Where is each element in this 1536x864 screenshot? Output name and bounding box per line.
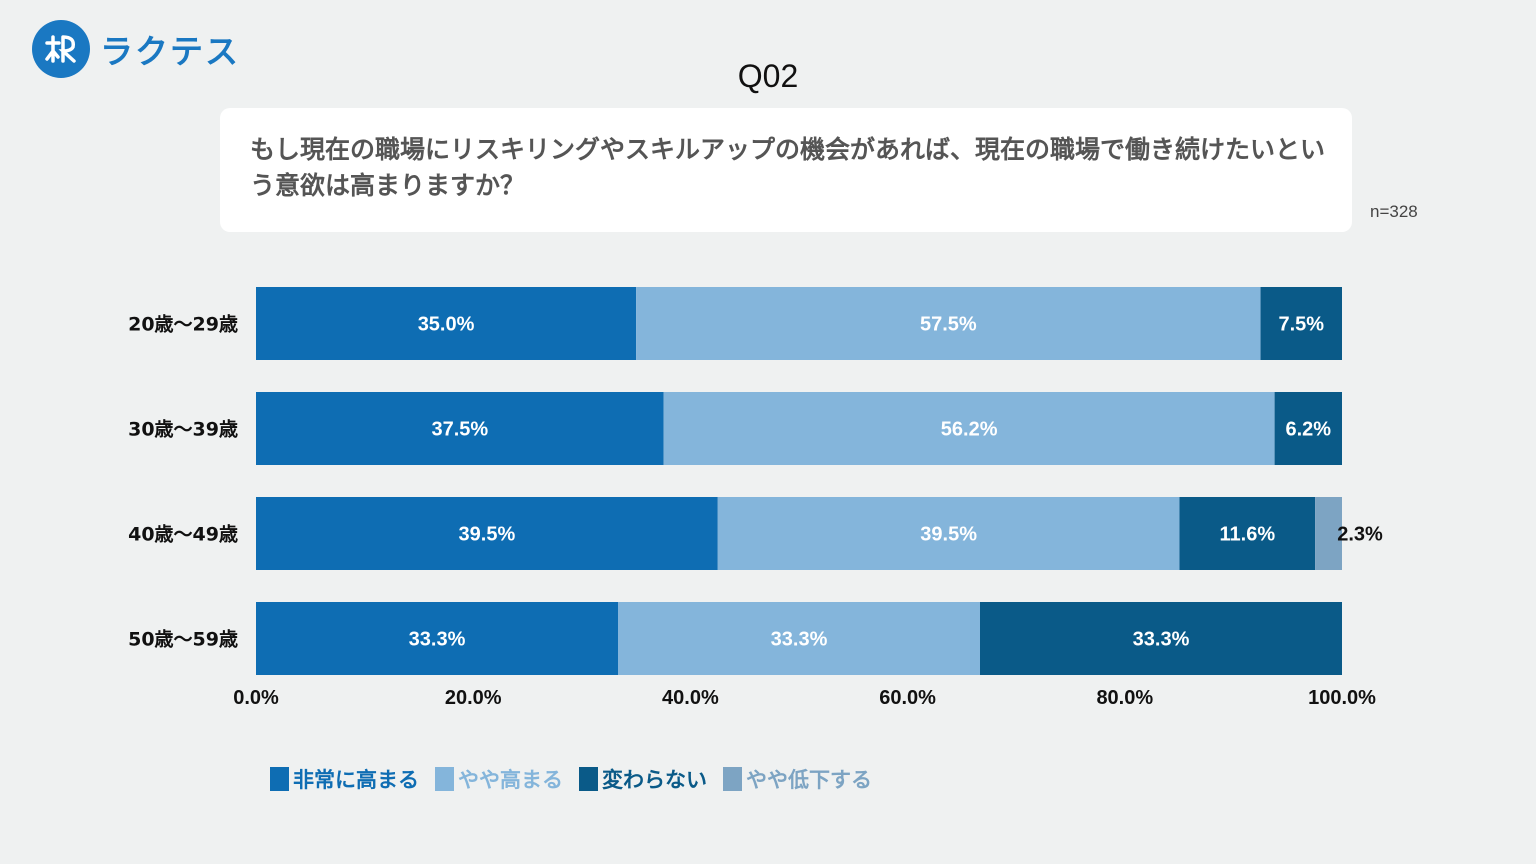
x-tick-label: 0.0% bbox=[233, 687, 279, 709]
data-label: 33.3% bbox=[409, 629, 466, 651]
category-label: 50歳〜59歳 bbox=[128, 629, 238, 651]
legend-item: やや低下する bbox=[723, 764, 872, 794]
logo-mark-icon bbox=[32, 20, 90, 78]
data-label: 11.6% bbox=[1220, 524, 1276, 546]
question-box: もし現在の職場にリスキリングやスキルアップの機会があれば、現在の職場で働き続けた… bbox=[220, 108, 1352, 232]
data-label: 33.3% bbox=[771, 629, 828, 651]
data-label: 7.5% bbox=[1278, 314, 1324, 336]
bar-segment bbox=[717, 497, 1180, 570]
bar-segment bbox=[663, 392, 1275, 465]
bar-segment bbox=[636, 287, 1261, 360]
bar-segment bbox=[256, 602, 618, 675]
data-label: 33.3% bbox=[1133, 629, 1190, 651]
x-tick-label: 60.0% bbox=[879, 687, 936, 709]
legend-swatch bbox=[579, 767, 598, 791]
legend-swatch bbox=[435, 767, 454, 791]
bar-segment bbox=[1179, 497, 1316, 570]
legend-item: 非常に高まる bbox=[270, 764, 419, 794]
bar-segment bbox=[1274, 392, 1342, 465]
legend-label: 変わらない bbox=[602, 768, 707, 792]
legend-label: 非常に高まる bbox=[293, 768, 419, 792]
bar-segment bbox=[256, 287, 637, 360]
x-tick-label: 40.0% bbox=[662, 687, 719, 709]
category-label: 40歳〜49歳 bbox=[128, 524, 238, 546]
data-label: 2.3% bbox=[1337, 524, 1383, 546]
category-label: 30歳〜39歳 bbox=[128, 419, 238, 441]
legend-swatch bbox=[270, 767, 289, 791]
brand-name: ラクテス bbox=[100, 32, 240, 71]
brand-logo: ラクテス bbox=[32, 20, 240, 78]
bar-segment bbox=[618, 602, 980, 675]
legend-label: やや低下する bbox=[746, 768, 872, 792]
chart-legend: 非常に高まる やや高まる 変わらない やや低下する bbox=[270, 764, 888, 794]
bar-segment bbox=[1315, 497, 1342, 570]
data-label: 6.2% bbox=[1286, 419, 1332, 441]
x-tick-label: 100.0% bbox=[1308, 687, 1376, 709]
sample-size: n=328 bbox=[1370, 202, 1418, 221]
legend-label: やや高まる bbox=[458, 768, 563, 792]
data-label: 37.5% bbox=[431, 419, 488, 441]
legend-swatch bbox=[723, 767, 742, 791]
x-tick-label: 20.0% bbox=[445, 687, 502, 709]
data-label: 57.5% bbox=[920, 314, 977, 336]
legend-item: やや高まる bbox=[435, 764, 563, 794]
bar-segment bbox=[256, 497, 718, 570]
question-id: Q02 bbox=[737, 58, 799, 94]
data-label: 39.5% bbox=[920, 524, 977, 546]
data-label: 56.2% bbox=[941, 419, 998, 441]
bar-segment bbox=[256, 392, 664, 465]
category-label: 20歳〜29歳 bbox=[128, 314, 238, 336]
data-label: 35.0% bbox=[418, 314, 475, 336]
bar-segment bbox=[1260, 287, 1342, 360]
x-tick-label: 80.0% bbox=[1096, 687, 1153, 709]
question-text: もし現在の職場にリスキリングやスキルアップの機会があれば、現在の職場で働き続けた… bbox=[250, 135, 1326, 200]
bar-segment bbox=[980, 602, 1342, 675]
legend-item: 変わらない bbox=[579, 764, 707, 794]
data-label: 39.5% bbox=[459, 524, 516, 546]
